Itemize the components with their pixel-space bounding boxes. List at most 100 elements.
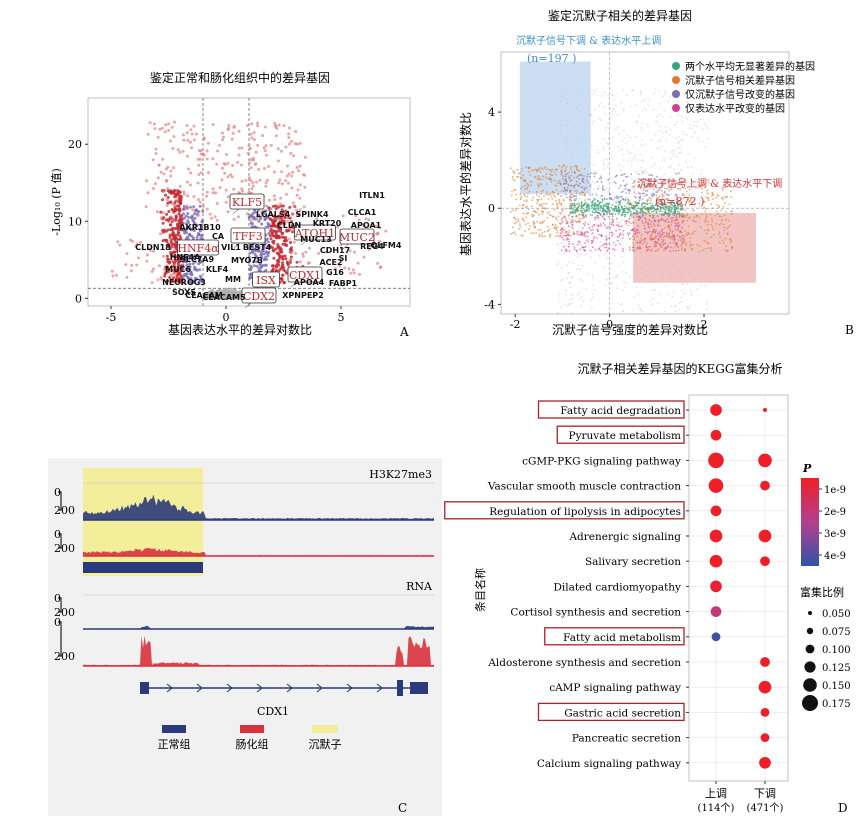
term-label: Adrenergic signaling — [568, 531, 681, 543]
gene-label: CA — [212, 232, 225, 241]
silencer-point — [612, 247, 615, 250]
silencer-point — [570, 203, 573, 206]
volcano-point — [208, 212, 212, 216]
silencer-point — [674, 212, 676, 215]
volcano-point — [160, 126, 164, 130]
silencer-point — [542, 207, 545, 210]
volcano-point — [173, 209, 177, 213]
silencer-point — [714, 214, 717, 217]
silencer-point — [603, 198, 606, 201]
size-legend-dot — [806, 627, 814, 635]
silencer-point — [556, 96, 558, 99]
silencer-point — [660, 182, 663, 185]
silencer-point — [645, 257, 648, 260]
silencer-point — [655, 120, 658, 123]
volcano-point — [178, 208, 182, 212]
silencer-point — [583, 188, 586, 191]
silencer-point — [706, 99, 708, 101]
silencer-point — [655, 235, 658, 238]
gene-label: BEST4 — [243, 243, 272, 252]
silencer-point — [580, 201, 583, 204]
silencer-point — [704, 247, 707, 250]
silencer-point — [659, 235, 662, 238]
silencer-point — [546, 217, 549, 220]
volcano-point — [150, 270, 154, 273]
silencer-point — [514, 233, 517, 236]
panel-b-ylabel: 基因表达水平的差异对数比 — [458, 112, 473, 256]
colorbar — [801, 478, 819, 566]
silencer-point — [684, 223, 687, 226]
silencer-point — [573, 187, 575, 189]
volcano-point — [260, 222, 264, 226]
scale-bottom-label: 200 — [54, 542, 75, 555]
silencer-point — [516, 175, 518, 178]
silencer-point — [631, 185, 634, 188]
silencer-point — [711, 218, 713, 221]
silencer-point — [621, 165, 624, 168]
silencer-point — [567, 249, 569, 252]
silencer-point — [519, 193, 522, 196]
volcano-point — [272, 249, 276, 253]
volcano-point — [240, 179, 244, 183]
silencer-point — [681, 175, 684, 178]
silencer-point — [642, 201, 645, 204]
silencer-point — [620, 225, 623, 228]
volcano-point — [302, 173, 306, 177]
volcano-point — [176, 195, 180, 199]
silencer-point — [658, 125, 661, 127]
silencer-point — [608, 118, 611, 120]
silencer-point — [659, 206, 662, 209]
silencer-point — [682, 241, 685, 244]
silencer-point — [605, 246, 608, 249]
silencer-point — [521, 234, 524, 237]
silencer-point — [576, 209, 578, 212]
volcano-point — [277, 263, 281, 267]
silencer-point — [665, 220, 667, 223]
silencer-point — [585, 179, 588, 182]
volcano-point — [167, 122, 171, 126]
silencer-point — [560, 232, 563, 235]
silencer-point — [640, 144, 643, 147]
silencer-point — [572, 195, 574, 198]
silencer-point — [556, 207, 559, 210]
volcano-point — [357, 218, 361, 222]
silencer-point — [695, 230, 698, 233]
silencer-point — [711, 207, 714, 210]
strand-arrow — [316, 683, 323, 693]
silencer-point — [586, 204, 589, 207]
silencer-point — [620, 174, 623, 177]
silencer-point — [591, 214, 593, 217]
silencer-point — [673, 123, 675, 126]
silencer-point — [645, 218, 647, 221]
silencer-point — [659, 178, 662, 181]
volcano-point — [230, 137, 234, 141]
silencer-point — [700, 184, 703, 187]
volcano-point — [292, 204, 296, 208]
silencer-point — [583, 224, 586, 227]
silencer-point — [681, 247, 684, 250]
silencer-point — [654, 134, 657, 137]
x-tick-label: -5 — [106, 311, 117, 324]
silencer-point — [691, 219, 694, 222]
silencer-point — [669, 229, 672, 232]
volcano-point — [176, 224, 180, 228]
volcano-point — [302, 205, 306, 209]
volcano-point — [266, 254, 270, 258]
volcano-point — [248, 259, 252, 263]
silencer-point — [660, 234, 663, 237]
silencer-point — [687, 218, 689, 221]
boxed-gene-label: CDX2 — [243, 290, 275, 303]
silencer-point — [552, 191, 555, 194]
silencer-point — [694, 220, 697, 223]
silencer-point — [653, 216, 655, 219]
silencer-point — [679, 205, 682, 207]
volcano-point — [264, 263, 268, 267]
legend-label-silencer: 沉默子 — [309, 738, 342, 751]
silencer-point — [623, 200, 625, 203]
volcano-point — [232, 288, 236, 291]
silencer-point — [554, 216, 557, 219]
silencer-point — [684, 214, 686, 217]
size-legend-dot — [803, 678, 817, 692]
enrichment-dot — [760, 708, 770, 717]
volcano-point — [280, 208, 284, 212]
